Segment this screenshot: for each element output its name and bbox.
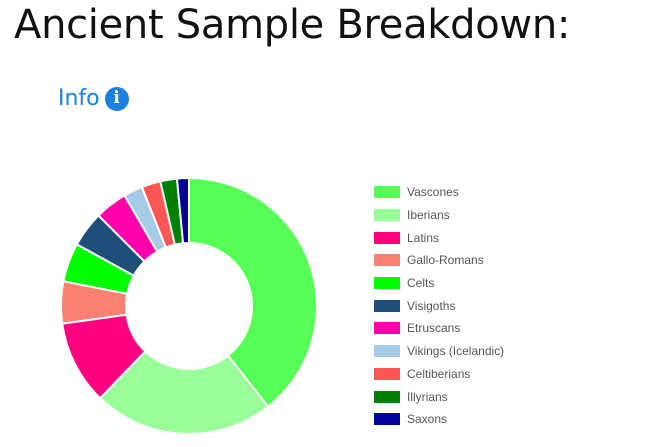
legend-label: Gallo-Romans xyxy=(407,253,484,268)
legend-item-celtiberians[interactable]: Celtiberians xyxy=(374,363,504,386)
page-title: Ancient Sample Breakdown: xyxy=(14,2,571,48)
legend-item-vikings-icelandic[interactable]: Vikings (Icelandic) xyxy=(374,340,504,363)
legend-item-etruscans[interactable]: Etruscans xyxy=(374,317,504,340)
info-circle-icon: i xyxy=(104,86,129,111)
legend-label: Visigoths xyxy=(407,298,456,313)
chart-legend: Vascones Iberians Latins Gallo-Romans Celts V… xyxy=(374,181,504,431)
legend-swatch xyxy=(374,390,400,403)
legend-label: Etruscans xyxy=(407,321,461,336)
legend-item-saxons[interactable]: Saxons xyxy=(374,408,504,431)
legend-label: Celtiberians xyxy=(407,366,471,381)
legend-swatch xyxy=(374,277,400,290)
slice-iberians[interactable] xyxy=(98,349,270,435)
legend-item-vascones[interactable]: Vascones xyxy=(374,181,504,204)
legend-label: Saxons xyxy=(407,412,448,427)
info-label: Info xyxy=(58,86,100,111)
legend-label: Illyrians xyxy=(407,389,448,404)
legend-swatch xyxy=(374,322,400,335)
legend-swatch xyxy=(374,367,400,380)
legend-swatch xyxy=(374,345,400,358)
legend-label: Vikings (Icelandic) xyxy=(407,344,505,359)
legend-item-gallo-romans[interactable]: Gallo-Romans xyxy=(374,249,504,272)
legend-swatch xyxy=(374,231,400,244)
legend-label: Latins xyxy=(407,230,440,245)
legend-item-iberians[interactable]: Iberians xyxy=(374,204,504,227)
slice-vascones[interactable] xyxy=(188,176,318,409)
legend-item-illyrians[interactable]: Illyrians xyxy=(374,385,504,408)
doughnut-chart xyxy=(60,176,318,435)
legend-label: Vascones xyxy=(407,185,459,200)
legend-item-visigoths[interactable]: Visigoths xyxy=(374,294,504,317)
legend-swatch xyxy=(374,254,400,267)
legend-swatch xyxy=(374,186,400,199)
legend-label: Iberians xyxy=(407,208,450,223)
info-link[interactable]: Info i xyxy=(58,86,129,111)
legend-swatch xyxy=(374,299,400,312)
legend-swatch xyxy=(374,209,400,222)
slice-saxons[interactable] xyxy=(175,176,190,245)
legend-item-celts[interactable]: Celts xyxy=(374,272,504,295)
legend-swatch xyxy=(374,413,400,426)
legend-item-latins[interactable]: Latins xyxy=(374,226,504,249)
legend-label: Celts xyxy=(407,276,435,291)
